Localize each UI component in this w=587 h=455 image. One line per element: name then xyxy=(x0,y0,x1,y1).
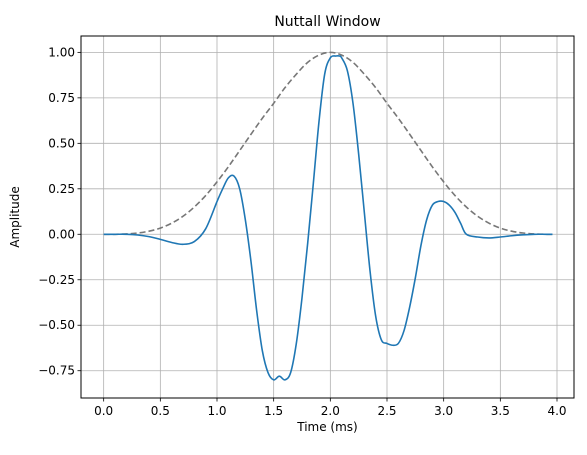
x-tick-label: 2.0 xyxy=(321,404,340,418)
x-tick-label: 3.0 xyxy=(434,404,453,418)
y-tick-label: 0.50 xyxy=(48,136,75,150)
x-tick-label: 0.5 xyxy=(151,404,170,418)
x-tick-label: 1.5 xyxy=(264,404,283,418)
y-ticks: −0.75 −0.50 −0.25 0.00 0.25 0.50 0.75 1.00 xyxy=(38,45,81,378)
x-axis-label: Time (ms) xyxy=(296,420,358,434)
x-tick-label: 1.0 xyxy=(207,404,226,418)
y-tick-label: −0.25 xyxy=(38,273,75,287)
x-tick-label: 4.0 xyxy=(547,404,566,418)
y-tick-label: 0.75 xyxy=(48,91,75,105)
x-tick-label: 2.5 xyxy=(377,404,396,418)
chart-title: Nuttall Window xyxy=(274,14,380,30)
envelope-series-line xyxy=(103,51,553,236)
grid xyxy=(81,36,574,398)
y-tick-label: −0.50 xyxy=(38,318,75,332)
plot-lines xyxy=(103,51,553,381)
x-tick-label: 3.5 xyxy=(491,404,510,418)
y-tick-label: 1.00 xyxy=(48,45,75,59)
y-tick-label: 0.00 xyxy=(48,227,75,241)
y-axis-label: Amplitude xyxy=(8,186,22,248)
plot-frame xyxy=(80,35,575,399)
y-tick-label: −0.75 xyxy=(38,364,75,378)
x-ticks: 0.0 0.5 1.0 1.5 2.0 2.5 3.0 3.5 4.0 xyxy=(94,398,567,418)
signal-series-line xyxy=(103,54,553,381)
x-tick-label: 0.0 xyxy=(94,404,113,418)
y-tick-label: 0.25 xyxy=(48,182,75,196)
